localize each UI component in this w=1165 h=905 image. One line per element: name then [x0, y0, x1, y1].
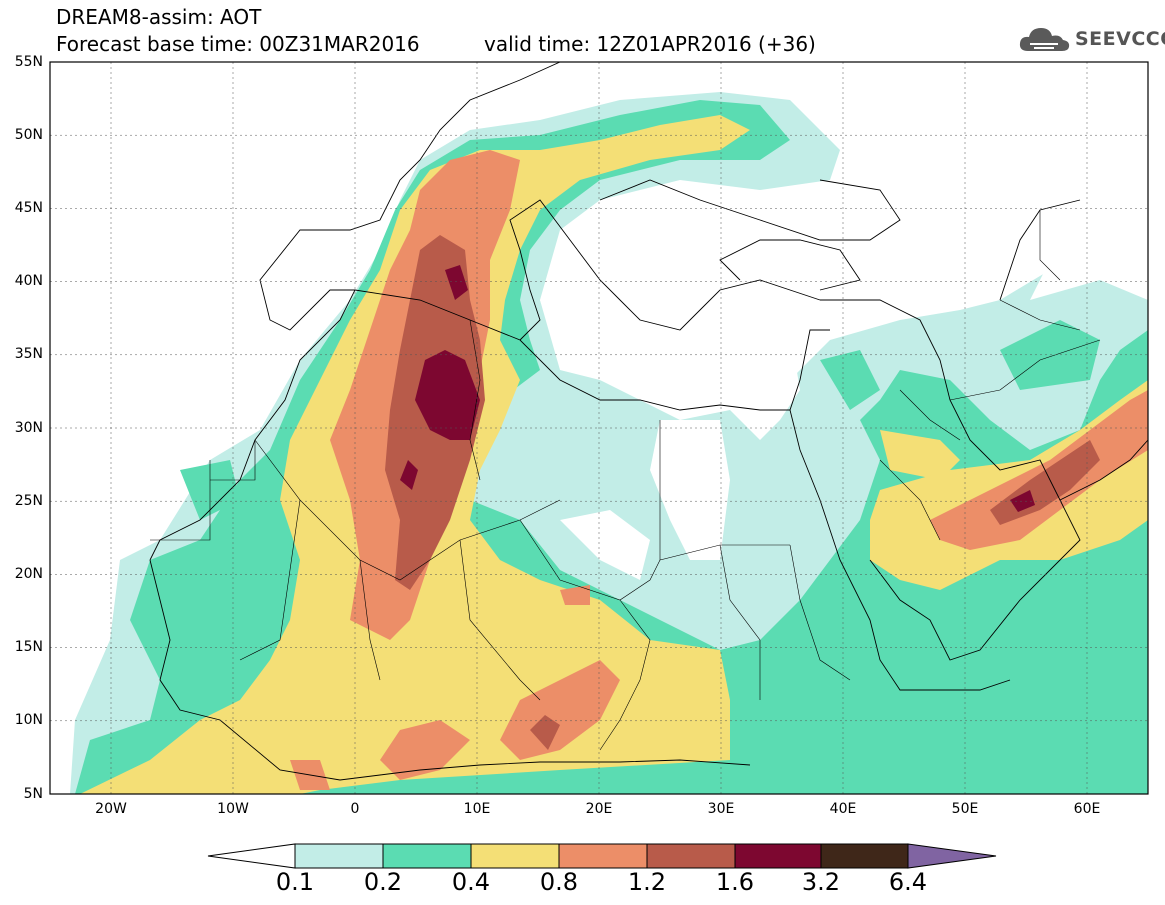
colorbar-cell-0.1 — [294, 843, 384, 869]
lat-label: 20N — [14, 566, 43, 582]
country-borders — [150, 210, 1101, 751]
colorbar-label: 0.1 — [275, 868, 315, 896]
plot-frame — [49, 61, 1149, 795]
colorbar-label: 1.6 — [715, 868, 755, 896]
lat-label: 55N — [14, 54, 43, 70]
colorbar-cell-1.2 — [646, 843, 736, 869]
lon-label: 50E — [951, 801, 979, 817]
colorbar-cell-0.2 — [382, 843, 472, 869]
seevccc-logo: SEEVCCC — [1018, 24, 1165, 54]
colorbar-label: 6.4 — [888, 868, 928, 896]
valid-time: valid time: 12Z01APR2016 (+36) — [484, 32, 816, 56]
map-title: DREAM8-assim: AOT — [56, 5, 262, 29]
lat-label: 25N — [14, 493, 43, 509]
colorbar-below-triangle — [207, 843, 296, 869]
colorbar-above-triangle — [907, 843, 997, 869]
aot-contour-1.6 — [400, 265, 1035, 512]
colorbar-label: 1.2 — [627, 868, 667, 896]
logo-text: SEEVCCC — [1075, 28, 1165, 50]
lon-label: 20E — [585, 801, 613, 817]
colorbar-cell-0.4 — [470, 843, 560, 869]
lat-label: 5N — [23, 786, 43, 802]
colorbar-label: 0.4 — [451, 868, 491, 896]
lon-label: 10W — [217, 801, 249, 817]
lat-label: 15N — [14, 639, 43, 655]
lon-label: 10E — [463, 801, 491, 817]
colorbar-cell-3.2 — [820, 843, 909, 869]
colorbar-cell-1.6 — [734, 843, 822, 869]
lon-label: 30E — [707, 801, 735, 817]
lat-label: 50N — [14, 127, 43, 143]
lat-label: 35N — [14, 346, 43, 362]
lon-label: 20W — [95, 801, 127, 817]
lat-label: 30N — [14, 420, 43, 436]
lat-label: 10N — [14, 712, 43, 728]
colorbar-label: 3.2 — [801, 868, 841, 896]
lat-label: 45N — [14, 200, 43, 216]
lat-label: 40N — [14, 273, 43, 289]
forecast-base-time: Forecast base time: 00Z31MAR2016 — [56, 32, 420, 56]
lon-label: 60E — [1073, 801, 1101, 817]
coastlines — [149, 62, 1148, 781]
colorbar-cell-0.8 — [558, 843, 648, 869]
cloud-icon — [1019, 28, 1070, 51]
colorbar-label: 0.8 — [539, 868, 579, 896]
aot-clear-areas — [540, 62, 1148, 580]
lon-label: 0 — [350, 801, 360, 817]
colorbar-label: 0.2 — [363, 868, 403, 896]
lon-label: 40E — [829, 801, 857, 817]
gridlines — [50, 62, 1148, 794]
